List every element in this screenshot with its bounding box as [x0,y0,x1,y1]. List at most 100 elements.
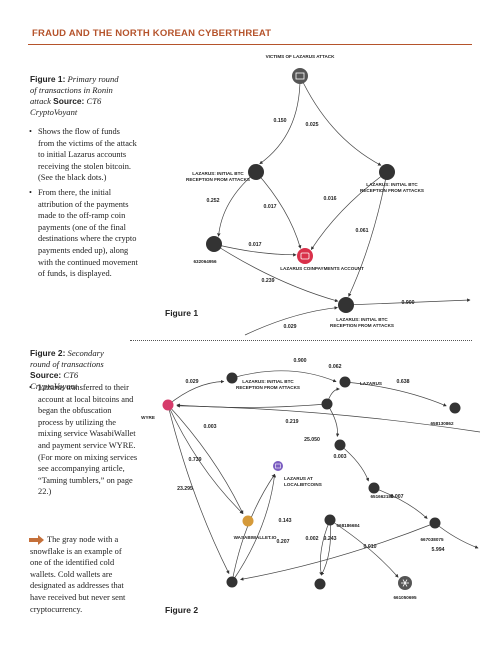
edge-label: 0.061 [356,228,369,234]
edge [259,75,301,165]
edge-label: 5.994 [432,547,445,553]
snowflake [402,579,408,587]
edge [373,487,428,519]
edge-label: 0.219 [286,419,299,425]
edge-label: 0.007 [391,494,404,500]
node [321,398,333,410]
node [334,439,346,451]
node-label: LAZARUS: INITIAL BTC [336,317,388,322]
edge-label: 0.062 [329,364,342,370]
edge-label: 0.003 [334,454,347,460]
node [314,578,326,590]
caption-label: Figure 2: [30,348,66,358]
node [338,297,354,313]
node-icon [295,72,305,80]
bullet: Lazarus transferred to their account at … [29,382,138,498]
edge-label: 0.900 [402,300,415,306]
node [206,236,222,252]
figure1-caption: Figure 1: Primary round of transactions … [30,74,126,118]
edge-label: 0.638 [397,379,410,385]
edge-label: 0.017 [249,242,262,248]
node-label: RECEPTION FROM ATTACKS [360,188,424,193]
node [273,461,283,471]
node [429,517,441,529]
node [162,399,174,411]
figure2-bullets: Lazarus transferred to their account at … [28,382,138,501]
node-label: 651662186 [371,494,394,499]
caption-text: Secondary round of transactions [30,348,104,369]
caption-label: Figure 1: [30,74,66,84]
edge [348,171,388,297]
header-rule [28,44,472,45]
node-label: 661050695 [394,595,417,600]
edge-label: 0.029 [186,379,199,385]
note-arrow [29,535,44,545]
node [242,515,254,527]
edge [240,522,436,581]
figure2-title: Figure 2 [165,605,198,615]
node-icon [300,252,310,260]
node [248,164,264,180]
edge-label: 9.243 [324,536,337,542]
node-label: LAZARUS AT [284,476,313,481]
node-label: VICTIMS OF LAZARUS ATTACK [266,54,335,59]
node [449,402,461,414]
node-label: LAZARUS [360,381,382,386]
node [379,164,395,180]
edge-label: 0.029 [284,324,297,330]
edge-label: 0.017 [264,204,277,210]
node-icon [275,463,281,469]
node-label: LAZARUS COINPAYMENTS ACCOUNT [280,266,364,271]
edge-label: 0.739 [189,457,202,463]
edge [255,171,302,249]
node-label: RECEPTION FROM ATTACKS [330,323,394,328]
edge [345,298,471,306]
edge [213,243,297,257]
edge [176,403,328,408]
separator [130,340,472,341]
node [226,576,238,588]
node-label: 658130862 [431,421,454,426]
edge-label: 0.207 [277,539,290,545]
header-title: FRAUD AND THE NORTH KOREAN CYBERTHREAT [32,28,272,39]
node-label: 668186684 [337,523,360,528]
source: CT6 CryptoVoyant [30,96,102,117]
edge-label: 0.002 [306,536,319,542]
edge [244,306,338,336]
edge [213,243,339,303]
edge [231,473,276,583]
edge-label: 25.050 [304,437,320,443]
edge [167,379,225,406]
edge [167,404,244,515]
node-label: RECEPTION FROM ATTACKS [236,385,300,390]
node [292,68,308,84]
node-label: LOCALBITCOINS [284,482,322,487]
edge [339,444,370,482]
node [297,248,313,264]
node-label: LAZARUS: INITIAL BTC [366,182,418,187]
edge-label: 0.010 [364,544,377,550]
edge-label: 0.900 [294,358,307,364]
source-label: Source: [30,370,62,380]
edge [321,519,331,576]
edge [167,404,244,514]
edge [299,75,382,166]
edge-label: 0.143 [279,518,292,524]
node [368,482,380,494]
node [226,372,238,384]
node [339,376,351,388]
edge-label: 0.239 [262,278,275,284]
edge-label: 0.003 [204,424,217,430]
edge [176,404,481,433]
edge-label: 23.295 [177,486,193,492]
edge [434,522,479,549]
source-label: Source: [53,96,85,106]
edge [310,171,388,251]
node [324,514,336,526]
edge [329,519,399,578]
bullet: Shows the flow of funds from the victims… [29,126,138,184]
node-label: WYRE [141,415,155,420]
node-label: 632064956 [194,259,217,264]
